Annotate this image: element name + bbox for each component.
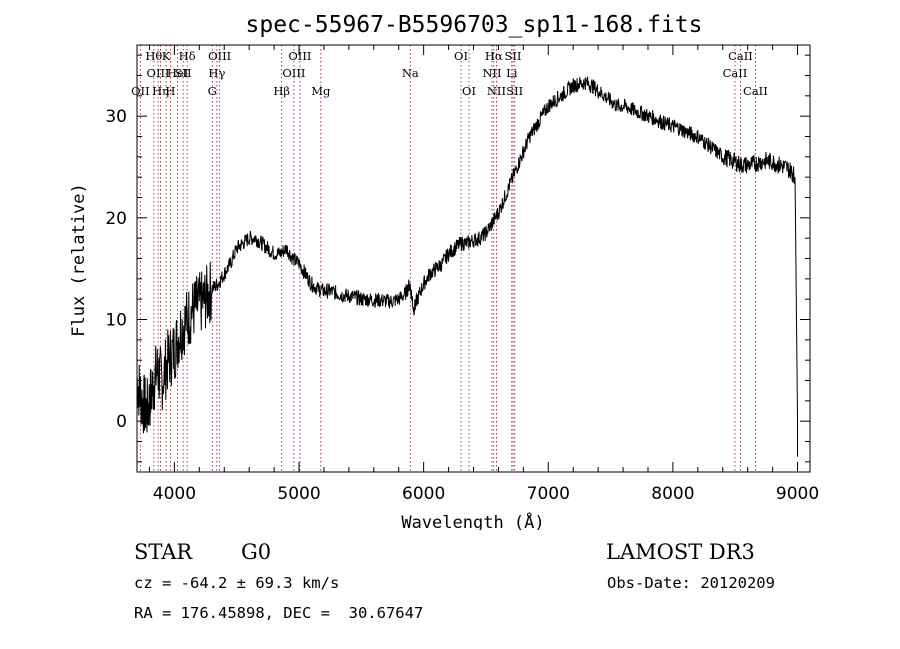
x-axis-label: Wavelength (Å) bbox=[401, 511, 544, 530]
sky-coordinates: RA = 176.45898, DEC = 30.67647 bbox=[134, 604, 424, 622]
line-marker-label-4: K bbox=[162, 49, 171, 63]
line-marker-label-26: CaII bbox=[728, 49, 753, 63]
line-marker-label-5: H bbox=[165, 84, 175, 98]
line-marker-label-19: NII bbox=[482, 66, 501, 80]
x-tick-label-1: 5000 bbox=[277, 484, 320, 504]
line-marker-label-22: Li bbox=[506, 66, 518, 80]
y-tick-label-2: 20 bbox=[105, 209, 127, 229]
line-marker-label-24: SII bbox=[506, 84, 523, 98]
line-marker-label-16: Na bbox=[402, 66, 419, 80]
line-marker-label-21: NII bbox=[487, 84, 506, 98]
y-tick-label-1: 10 bbox=[105, 311, 127, 331]
y-axis-label: Flux (relative) bbox=[69, 183, 89, 337]
line-marker-label-11: OIII bbox=[208, 49, 231, 63]
line-marker-label-6: HeI bbox=[167, 66, 188, 80]
y-tick-label-3: 30 bbox=[105, 107, 127, 127]
spectrum-line bbox=[136, 76, 798, 457]
line-marker-label-3: Hη bbox=[152, 84, 169, 98]
object-subclass: G0 bbox=[241, 540, 272, 564]
survey-name: LAMOST DR3 bbox=[606, 540, 755, 564]
line-marker-label-7: SII bbox=[175, 66, 192, 80]
object-class: STAR bbox=[134, 540, 193, 564]
line-marker-label-14: OIII bbox=[288, 49, 311, 63]
x-tick-label-3: 7000 bbox=[527, 484, 570, 504]
chart-title: spec-55967-B5596703_sp11-168.fits bbox=[246, 12, 703, 38]
x-tick-label-4: 8000 bbox=[651, 484, 694, 504]
line-marker-label-2: OII bbox=[131, 84, 150, 98]
line-marker-label-1: OIII bbox=[147, 66, 170, 80]
line-marker-label-9: G bbox=[208, 84, 217, 98]
plot-frame bbox=[136, 44, 811, 473]
redshift-velocity: cz = -64.2 ± 69.3 km/s bbox=[134, 574, 340, 592]
line-marker-label-13: OIII bbox=[282, 66, 305, 80]
line-marker-label-17: OI bbox=[454, 49, 468, 63]
x-tick-label-0: 4000 bbox=[153, 484, 196, 504]
line-marker-label-10: Hγ bbox=[208, 66, 225, 80]
line-marker-label-12: Hβ bbox=[273, 84, 290, 98]
x-tick-label-2: 6000 bbox=[402, 484, 445, 504]
line-marker-label-27: CaII bbox=[743, 84, 768, 98]
y-tick-label-0: 0 bbox=[116, 412, 127, 432]
line-marker-label-18: OI bbox=[462, 84, 476, 98]
line-marker-label-25: CaII bbox=[723, 66, 748, 80]
line-marker-label-15: Mg bbox=[311, 84, 331, 98]
line-marker-label-0: Hθ bbox=[145, 49, 162, 63]
x-tick-label-5: 9000 bbox=[776, 484, 819, 504]
line-marker-label-23: SII bbox=[505, 49, 522, 63]
line-marker-label-8: Hδ bbox=[179, 49, 196, 63]
observation-date: Obs-Date: 20120209 bbox=[607, 574, 775, 592]
spectrum-plot: spec-55967-B5596703_sp11-168.fits Hθ OIII… bbox=[69, 12, 819, 530]
axis-ticks: 4000 5000 6000 7000 8000 9000 0 10 20 30 bbox=[105, 45, 819, 504]
line-marker-label-20: Hα bbox=[485, 49, 503, 63]
